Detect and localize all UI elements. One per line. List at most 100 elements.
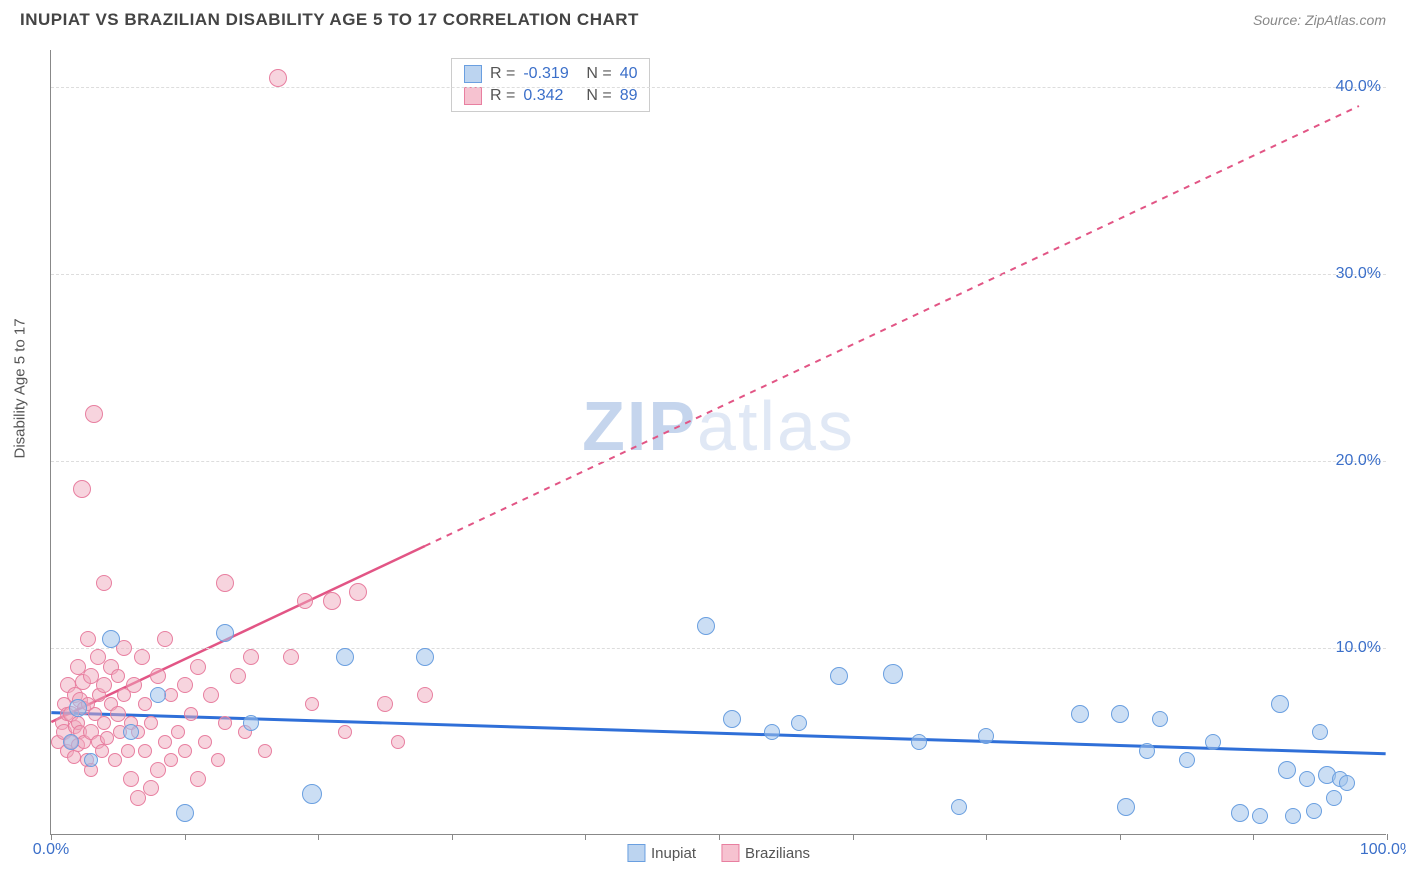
- inupiat-point[interactable]: [1252, 808, 1268, 824]
- brazilians-point[interactable]: [150, 668, 166, 684]
- inupiat-point[interactable]: [63, 734, 79, 750]
- brazilians-point[interactable]: [338, 725, 352, 739]
- inupiat-point[interactable]: [1179, 752, 1195, 768]
- y-tick-label: 40.0%: [1336, 78, 1381, 96]
- brazilians-point[interactable]: [269, 69, 287, 87]
- n-label: N =: [586, 65, 611, 83]
- inupiat-point[interactable]: [1306, 803, 1322, 819]
- brazilians-point[interactable]: [100, 731, 114, 745]
- brazilians-point[interactable]: [157, 631, 173, 647]
- brazilians-point[interactable]: [138, 744, 152, 758]
- brazilians-point[interactable]: [97, 716, 111, 730]
- brazilians-point[interactable]: [258, 744, 272, 758]
- gridline: [51, 87, 1386, 88]
- inupiat-point[interactable]: [791, 715, 807, 731]
- brazilians-point[interactable]: [305, 697, 319, 711]
- inupiat-point[interactable]: [1205, 734, 1221, 750]
- brazilians-point[interactable]: [80, 631, 96, 647]
- inupiat-point[interactable]: [243, 715, 259, 731]
- chart-plot-area: ZIPatlas R = -0.319 N = 40 R = 0.342 N =…: [50, 50, 1386, 835]
- inupiat-point[interactable]: [150, 687, 166, 703]
- series-swatch: [464, 65, 482, 83]
- x-tick: [452, 834, 453, 840]
- brazilians-point[interactable]: [218, 716, 232, 730]
- brazilians-point[interactable]: [211, 753, 225, 767]
- brazilians-point[interactable]: [158, 735, 172, 749]
- brazilians-point[interactable]: [121, 744, 135, 758]
- inupiat-point[interactable]: [978, 728, 994, 744]
- brazilians-point[interactable]: [323, 592, 341, 610]
- inupiat-point[interactable]: [1111, 705, 1129, 723]
- brazilians-point[interactable]: [108, 753, 122, 767]
- inupiat-point[interactable]: [883, 664, 903, 684]
- brazilians-point[interactable]: [391, 735, 405, 749]
- inupiat-point[interactable]: [1299, 771, 1315, 787]
- brazilians-point[interactable]: [138, 697, 152, 711]
- brazilians-point[interactable]: [164, 688, 178, 702]
- inupiat-point[interactable]: [764, 724, 780, 740]
- brazilians-point[interactable]: [297, 593, 313, 609]
- brazilians-point[interactable]: [164, 753, 178, 767]
- brazilians-point[interactable]: [111, 669, 125, 683]
- brazilians-point[interactable]: [178, 744, 192, 758]
- brazilians-point[interactable]: [417, 687, 433, 703]
- brazilians-point[interactable]: [198, 735, 212, 749]
- brazilians-point[interactable]: [283, 649, 299, 665]
- watermark: ZIPatlas: [582, 386, 855, 466]
- inupiat-point[interactable]: [697, 617, 715, 635]
- brazilians-point[interactable]: [96, 575, 112, 591]
- brazilians-point[interactable]: [85, 405, 103, 423]
- inupiat-point[interactable]: [216, 624, 234, 642]
- inupiat-point[interactable]: [1312, 724, 1328, 740]
- legend-label: Inupiat: [651, 845, 696, 862]
- inupiat-point[interactable]: [1139, 743, 1155, 759]
- brazilians-point[interactable]: [96, 677, 112, 693]
- inupiat-point[interactable]: [1231, 804, 1249, 822]
- inupiat-point[interactable]: [1071, 705, 1089, 723]
- inupiat-point[interactable]: [1278, 761, 1296, 779]
- brazilians-point[interactable]: [349, 583, 367, 601]
- r-label: R =: [490, 87, 515, 105]
- inupiat-point[interactable]: [1152, 711, 1168, 727]
- brazilians-point[interactable]: [143, 780, 159, 796]
- inupiat-point[interactable]: [102, 630, 120, 648]
- inupiat-point[interactable]: [302, 784, 322, 804]
- brazilians-point[interactable]: [134, 649, 150, 665]
- brazilians-point[interactable]: [144, 716, 158, 730]
- brazilians-point[interactable]: [377, 696, 393, 712]
- brazilians-point[interactable]: [230, 668, 246, 684]
- brazilians-point[interactable]: [243, 649, 259, 665]
- inupiat-point[interactable]: [176, 804, 194, 822]
- brazilians-point[interactable]: [171, 725, 185, 739]
- brazilians-point[interactable]: [73, 480, 91, 498]
- brazilians-point[interactable]: [123, 771, 139, 787]
- inupiat-point[interactable]: [723, 710, 741, 728]
- brazilians-point[interactable]: [216, 574, 234, 592]
- brazilians-point[interactable]: [110, 706, 126, 722]
- brazilians-point[interactable]: [150, 762, 166, 778]
- stats-row: R = -0.319 N = 40: [464, 63, 637, 85]
- inupiat-point[interactable]: [1326, 790, 1342, 806]
- brazilians-point[interactable]: [203, 687, 219, 703]
- inupiat-point[interactable]: [951, 799, 967, 815]
- brazilians-point[interactable]: [190, 771, 206, 787]
- inupiat-point[interactable]: [911, 734, 927, 750]
- inupiat-point[interactable]: [1339, 775, 1355, 791]
- inupiat-point[interactable]: [1285, 808, 1301, 824]
- brazilians-point[interactable]: [177, 677, 193, 693]
- inupiat-point[interactable]: [336, 648, 354, 666]
- brazilians-point[interactable]: [126, 677, 142, 693]
- inupiat-point[interactable]: [1271, 695, 1289, 713]
- inupiat-point[interactable]: [416, 648, 434, 666]
- series-swatch: [464, 87, 482, 105]
- inupiat-point[interactable]: [1117, 798, 1135, 816]
- brazilians-point[interactable]: [184, 707, 198, 721]
- inupiat-point[interactable]: [830, 667, 848, 685]
- inupiat-point[interactable]: [123, 724, 139, 740]
- x-tick: [51, 834, 52, 840]
- brazilians-point[interactable]: [190, 659, 206, 675]
- legend-item: Brazilians: [721, 844, 810, 862]
- inupiat-point[interactable]: [84, 753, 98, 767]
- y-tick-label: 30.0%: [1336, 265, 1381, 283]
- inupiat-point[interactable]: [69, 699, 87, 717]
